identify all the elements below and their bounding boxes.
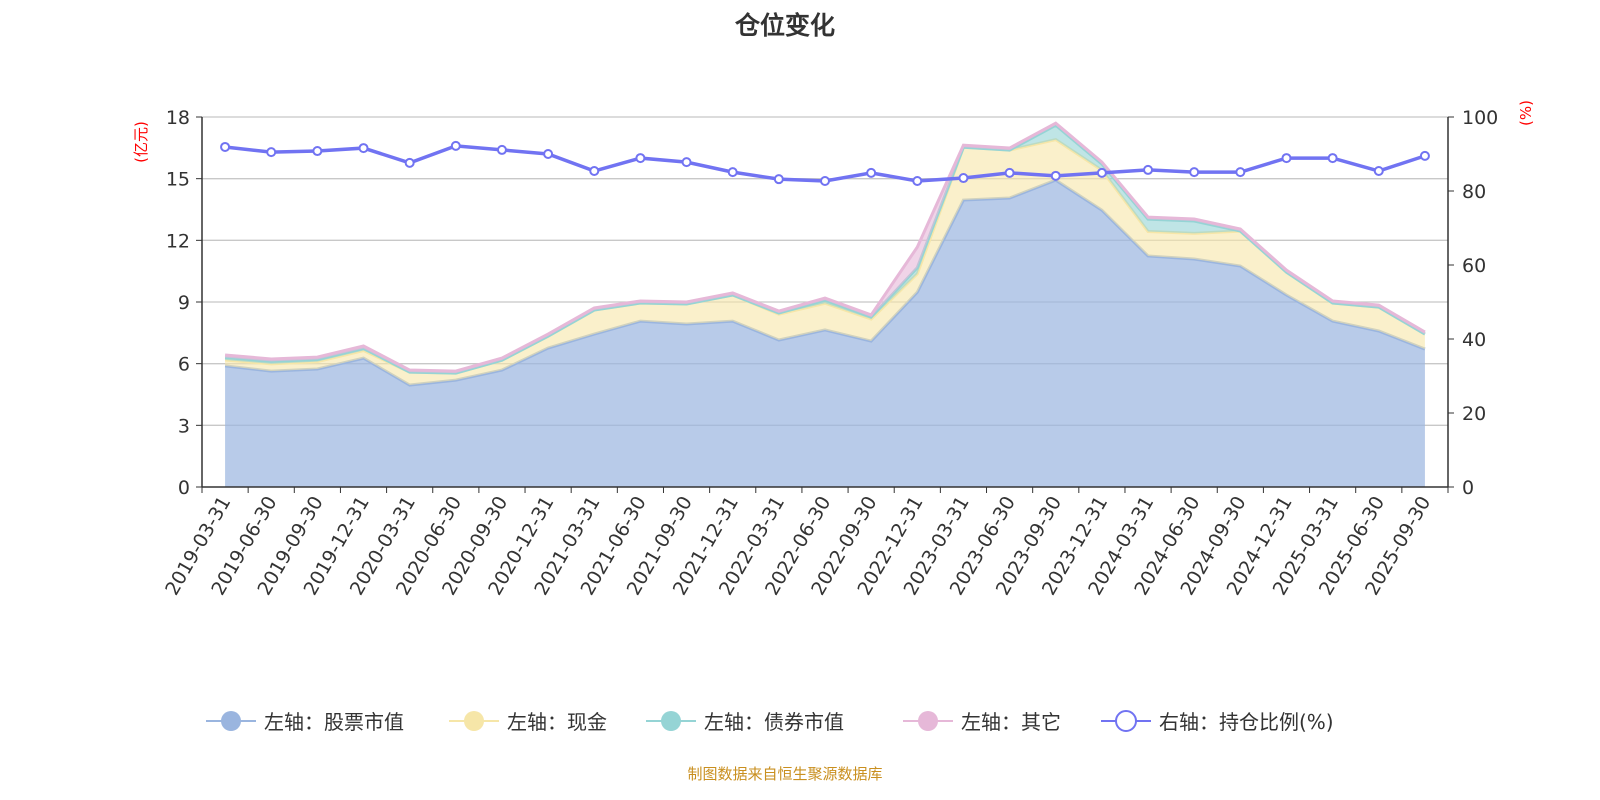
right-tick-label: 40 [1462,329,1486,351]
left-tick-label: 12 [166,230,190,252]
left-tick-label: 6 [178,354,190,376]
area-0 [225,180,1425,487]
right-tick-label: 20 [1462,403,1486,425]
ratio-point [1373,166,1384,177]
legend-marker-0 [221,711,241,731]
left-tick-label: 3 [178,415,190,437]
ratio-point [1189,167,1200,178]
ratio-point [496,144,507,155]
right-tick-label: 80 [1462,181,1486,203]
ratio-point [958,173,969,184]
legend-label-2: 左轴：债券市值 [704,710,844,734]
ratio-point [266,147,277,158]
ratio-point [773,174,784,185]
ratio-point [220,141,231,152]
left-tick-label: 18 [166,107,190,129]
legend-marker-3 [918,711,938,731]
area-line-3 [224,121,1426,373]
chart-title: 仓位变化 [734,11,835,40]
legend-label-4: 右轴：持仓比例(%) [1159,710,1334,734]
legend-label-3: 左轴：其它 [961,710,1061,734]
legend-marker-1 [464,711,484,731]
legend-marker-2 [661,711,681,731]
right-tick-label: 100 [1462,107,1498,129]
ratio-point [912,176,923,187]
ratio-point [1096,167,1107,178]
ratio-point [1281,153,1292,164]
legend-label-0: 左轴：股票市值 [264,710,404,734]
ratio-point [358,143,369,154]
ratio-point [727,167,738,178]
legend-label-1: 左轴：现金 [507,710,607,734]
ratio-point [404,157,415,168]
ratio-point [1327,153,1338,164]
left-axis-label: (亿元) [132,121,150,163]
ratio-point [1004,167,1015,178]
left-tick-label: 15 [166,169,190,191]
ratio-point [1235,167,1246,178]
right-axis-label: (%) [1517,100,1535,126]
legend-marker-4 [1115,710,1137,732]
data-source-footer: 制图数据来自恒生聚源数据库 [687,765,883,783]
ratio-point [820,176,830,187]
ratio-point [1419,150,1430,161]
ratio-point [312,146,323,157]
ratio-point [635,153,646,164]
left-tick-label: 0 [178,477,190,499]
ratio-point [1143,164,1154,175]
ratio-point [543,149,554,159]
ratio-point [866,167,877,178]
ratio-point [450,140,461,151]
ratio-point [589,166,600,177]
right-tick-label: 0 [1462,477,1474,499]
right-tick-label: 60 [1462,255,1486,277]
left-tick-label: 9 [178,292,190,314]
ratio-point [681,157,692,168]
ratio-point [1050,170,1061,181]
